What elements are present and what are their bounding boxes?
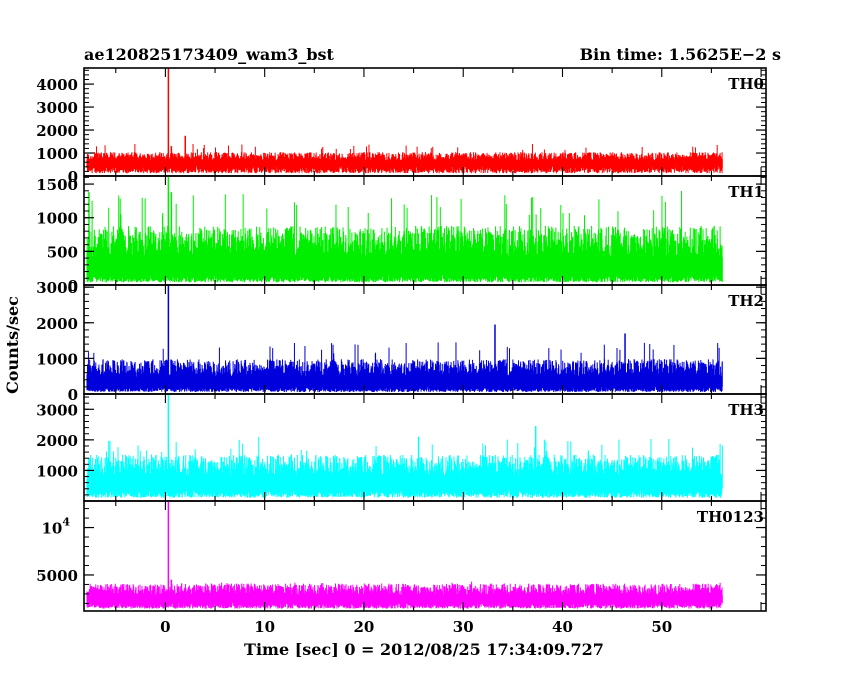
panel-th2: 0 1000 2000 3000 TH2 [36,279,767,404]
panel-label-th2: TH2 [728,292,764,310]
y-tick-label-th1-3: 1500 [36,176,78,194]
series-th2 [86,342,723,393]
bin-time-label: Bin time: 1.5625E−2 s [580,45,781,64]
y-tick-label-th3-1: 2000 [36,432,78,450]
x-tick-label-4: 40 [552,618,573,636]
y-tick-label-th1-2: 1000 [36,210,78,228]
y-tick-label-th0-0: 0 [68,168,78,186]
panel-th1: 0 500 1000 1500 TH1 [36,175,767,295]
panel-th0: 0 1000 2000 3000 4000 TH0 [36,67,767,186]
y-tick-label-th2-1: 1000 [36,350,78,368]
y-tick-label-th2-2: 2000 [36,315,78,333]
chart-title: ae120825173409_wam3_bst [84,45,335,64]
series-th3 [86,436,723,498]
y-tick-label-th2-3: 3000 [36,279,78,297]
y-tick-label-th3-0: 1000 [36,462,78,480]
series-th0 [86,143,723,174]
x-tick-label-0: 0 [160,618,170,636]
panel-th0123: 5000 104 TH0123 [36,500,767,612]
y-axis-label: Counts/sec [3,296,22,394]
panel-label-th1: TH1 [728,183,764,201]
y-tick-label-th0123-0: 5000 [36,567,78,585]
x-tick-label-5: 50 [651,618,672,636]
y-tick-label-th0-3: 3000 [36,99,78,117]
panel-label-th3: TH3 [728,401,764,419]
y-tick-label-th0-4: 4000 [36,76,78,94]
panel-label-th0123: TH0123 [697,508,764,526]
panel-label-th0: TH0 [728,75,764,93]
y-tick-label-th3-2: 3000 [36,401,78,419]
x-tick-label-3: 30 [453,618,474,636]
y-tick-label-th0-1: 1000 [36,145,78,163]
series-th1 [86,190,723,283]
x-tick-label-2: 20 [354,618,375,636]
y-tick-label-th0-2: 2000 [36,122,78,140]
x-axis: 0 10 20 30 40 50 [160,618,672,636]
x-axis-label: Time [sec] 0 = 2012/08/25 17:34:09.727 [244,640,604,659]
panel-th3: 1000 2000 3000 TH3 [36,393,767,502]
x-tick-label-1: 10 [254,618,275,636]
y-tick-label-th1-0: 0 [68,277,78,295]
y-tick-label-th2-0: 0 [68,386,78,404]
series-th0123 [86,581,723,609]
y-tick-label-th1-1: 500 [47,243,78,261]
y-tick-label-th0123-1: 104 [41,516,70,538]
